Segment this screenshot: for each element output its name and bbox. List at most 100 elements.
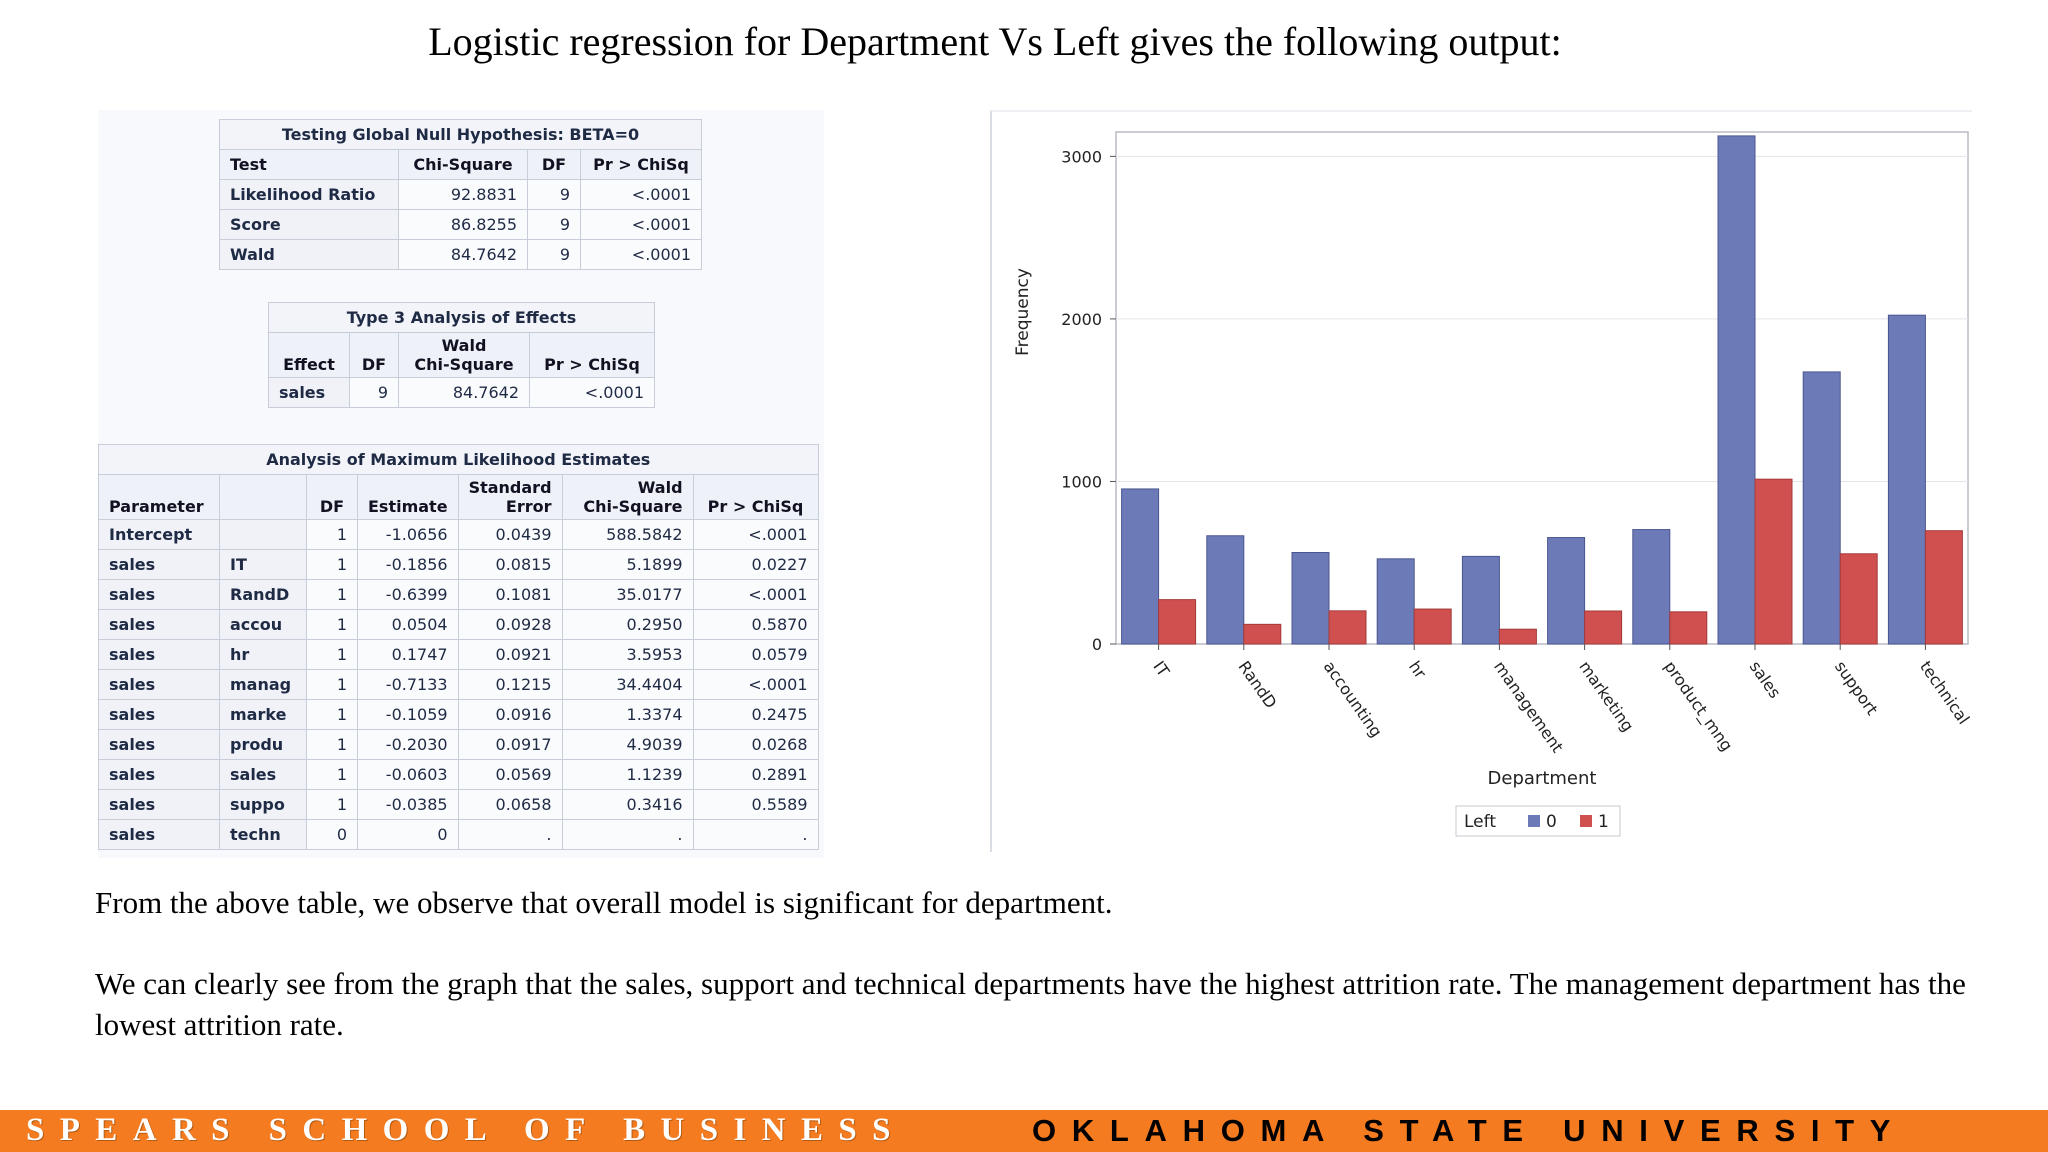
x-tick-label: hr (1405, 657, 1430, 682)
table-cell: 0 (357, 819, 459, 850)
table-row: sales suppo 1 -0.0385 0.0658 0.3416 0.5589 (98, 789, 819, 820)
type3-table: Type 3 Analysis of Effects Effect DF Wal… (268, 302, 655, 408)
table-cell: sales (98, 549, 220, 580)
legend-swatch-0 (1528, 815, 1540, 827)
table-cell: 0.3416 (561, 789, 694, 820)
bar-management-left-0 (1461, 555, 1500, 645)
bar-RandD-left-1 (1243, 623, 1282, 645)
col-header: DF (349, 332, 399, 378)
table-cell: -0.0603 (357, 759, 459, 790)
table-row: sales hr 1 0.1747 0.0921 3.5953 0.0579 (98, 639, 819, 670)
table-cell: sales (98, 729, 220, 760)
col-header: Pr > ChiSq (692, 474, 819, 520)
bar-accounting-left-1 (1328, 610, 1367, 645)
table-cell: 3.5953 (561, 639, 694, 670)
table-cell: 0.2950 (561, 609, 694, 640)
table-caption: Testing Global Null Hypothesis: BETA=0 (219, 119, 702, 150)
bar-product_mng-left-0 (1632, 529, 1671, 645)
x-tick-label: sales (1746, 657, 1785, 701)
table-row: sales produ 1 -0.2030 0.0917 4.9039 0.0268 (98, 729, 819, 760)
table-cell: -0.1059 (357, 699, 459, 730)
table-row: sales techn 0 0... (98, 819, 819, 850)
table-cell: 1.3374 (561, 699, 694, 730)
table-cell: 588.5842 (561, 519, 694, 550)
table-cell: sales (98, 669, 220, 700)
table-cell: sales (98, 609, 220, 640)
table-cell: accou (219, 609, 307, 640)
table-row: sales sales 1 -0.0603 0.0569 1.1239 0.2891 (98, 759, 819, 790)
table-cell: -0.1856 (357, 549, 459, 580)
table-cell: 1 (306, 699, 358, 730)
legend-label-1: 1 (1598, 812, 1609, 832)
table-cell: 1 (306, 789, 358, 820)
y-tick-label: 3000 (1061, 147, 1102, 166)
table-cell: 0.0917 (457, 729, 563, 760)
col-header: Pr > ChiSq (529, 332, 655, 378)
table-cell: manag (219, 669, 307, 700)
table-cell: 0.0504 (357, 609, 459, 640)
y-tick-label: 0 (1092, 635, 1102, 654)
bar-sales-left-1 (1754, 478, 1793, 645)
table-row: Score 86.8255 9 <.0001 (219, 209, 702, 240)
table-cell: suppo (219, 789, 307, 820)
y-tick-label: 1000 (1061, 472, 1102, 491)
table-cell: 0.2891 (692, 759, 819, 790)
table-cell: marke (219, 699, 307, 730)
bar-technical-left-1 (1924, 530, 1963, 645)
col-header: Test (219, 149, 399, 180)
table-cell: 0.0579 (692, 639, 819, 670)
table-row: sales accou 1 0.0504 0.0928 0.2950 0.5870 (98, 609, 819, 640)
table-cell: 9 (349, 377, 399, 408)
table-caption: Analysis of Maximum Likelihood Estimates (98, 444, 819, 475)
table-cell: 34.4404 (561, 669, 694, 700)
table-cell: Wald (219, 239, 399, 270)
table-cell: . (457, 819, 563, 850)
footer-university: OKLAHOMA STATE UNIVERSITY (1032, 1113, 1907, 1148)
table-cell: sales (219, 759, 307, 790)
table-cell: 0.0439 (457, 519, 563, 550)
bar-IT-left-0 (1121, 488, 1160, 645)
x-tick-label: marketing (1575, 657, 1637, 735)
bar-hr-left-0 (1376, 558, 1415, 645)
table-cell: 1 (306, 609, 358, 640)
col-header: Pr > ChiSq (580, 149, 702, 180)
col-header: Effect (268, 332, 350, 378)
department-left-bar-chart: 0 1000 2000 3000 Frequency IT RandD accounting h… (990, 110, 1973, 852)
col-header: Wald Chi-Square (561, 474, 694, 520)
table-row: Wald 84.7642 9 <.0001 (219, 239, 702, 270)
bar-marketing-left-1 (1584, 610, 1623, 645)
table-cell: . (561, 819, 694, 850)
table-cell: <.0001 (692, 669, 819, 700)
table-cell: Likelihood Ratio (219, 179, 399, 210)
table-cell: sales (98, 699, 220, 730)
table-cell: 0.1747 (357, 639, 459, 670)
bar-technical-left-0 (1887, 314, 1926, 645)
table-cell: <.0001 (580, 209, 702, 240)
col-header: DF (306, 474, 358, 520)
x-tick-label: product_mng (1660, 657, 1737, 755)
table-row: sales IT 1 -0.1856 0.0815 5.1899 0.0227 (98, 549, 819, 580)
bar-hr-left-1 (1413, 608, 1452, 645)
table-cell: -1.0656 (357, 519, 459, 550)
page-title: Logistic regression for Department Vs Le… (428, 19, 1562, 64)
table-cell: 5.1899 (561, 549, 694, 580)
table-caption: Type 3 Analysis of Effects (268, 302, 655, 333)
table-row: sales manag 1 -0.7133 0.1215 34.4404 <.0001 (98, 669, 819, 700)
table-cell: <.0001 (580, 179, 702, 210)
legend-swatch-1 (1580, 815, 1592, 827)
table-cell: 1 (306, 639, 358, 670)
table-cell: 1 (306, 729, 358, 760)
bar-product_mng-left-1 (1669, 611, 1708, 645)
table-cell: 0 (306, 819, 358, 850)
table-cell: 4.9039 (561, 729, 694, 760)
bar-support-left-0 (1802, 371, 1841, 645)
paragraph-significance: From the above table, we observe that ov… (95, 885, 1113, 920)
table-cell: 0.1215 (457, 669, 563, 700)
table-cell: 92.8831 (398, 179, 528, 210)
table-cell: 84.7642 (398, 377, 530, 408)
table-cell: 0.0815 (457, 549, 563, 580)
table-cell: 35.0177 (561, 579, 694, 610)
y-axis-label: Frequency (1013, 268, 1033, 356)
table-cell: sales (98, 759, 220, 790)
x-tick-label: support (1831, 657, 1882, 718)
